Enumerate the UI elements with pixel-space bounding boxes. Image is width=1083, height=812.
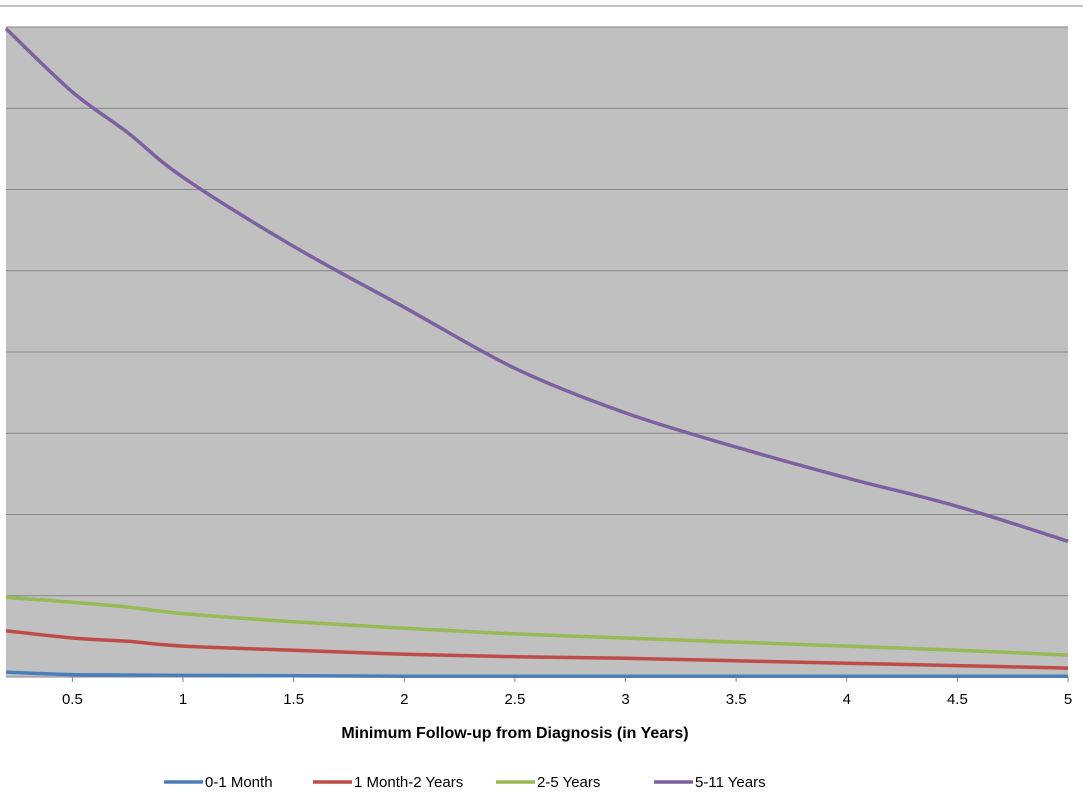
legend-label: 2-5 Years [537,774,600,791]
legend-label: 1 Month-2 Years [354,774,463,791]
x-tick-label: 4 [843,691,851,708]
series-lines [4,27,1069,678]
series-line-2-5-years [5,595,1069,657]
series-line-1-month-2-years [5,628,1069,670]
x-tick-label: 4.5 [947,691,968,708]
x-tick-label: 0.5 [62,691,83,708]
x-tick-label: 3 [621,691,629,708]
series-line-5-11-years [4,27,1069,543]
x-tick-label: 1 [179,691,187,708]
x-axis: 0.5 1 1.5 2 2.5 3 3.5 4 4.5 5 [6,676,1072,708]
x-tick-label: 1.5 [283,691,304,708]
legend-label: 0-1 Month [205,774,273,791]
x-tick-label: 3.5 [726,691,747,708]
x-axis-label: Minimum Follow-up from Diagnosis (in Yea… [341,725,688,742]
x-tick-label: 2.5 [504,691,525,708]
x-tick-label: 2 [400,691,408,708]
legend: 0-1 Month 1 Month-2 Years 2-5 Years 5-11 Ye… [164,774,766,791]
legend-label: 5-11 Years [695,774,766,791]
x-tick-label: 5 [1064,691,1072,708]
series-line-0-1-month [5,670,1068,678]
